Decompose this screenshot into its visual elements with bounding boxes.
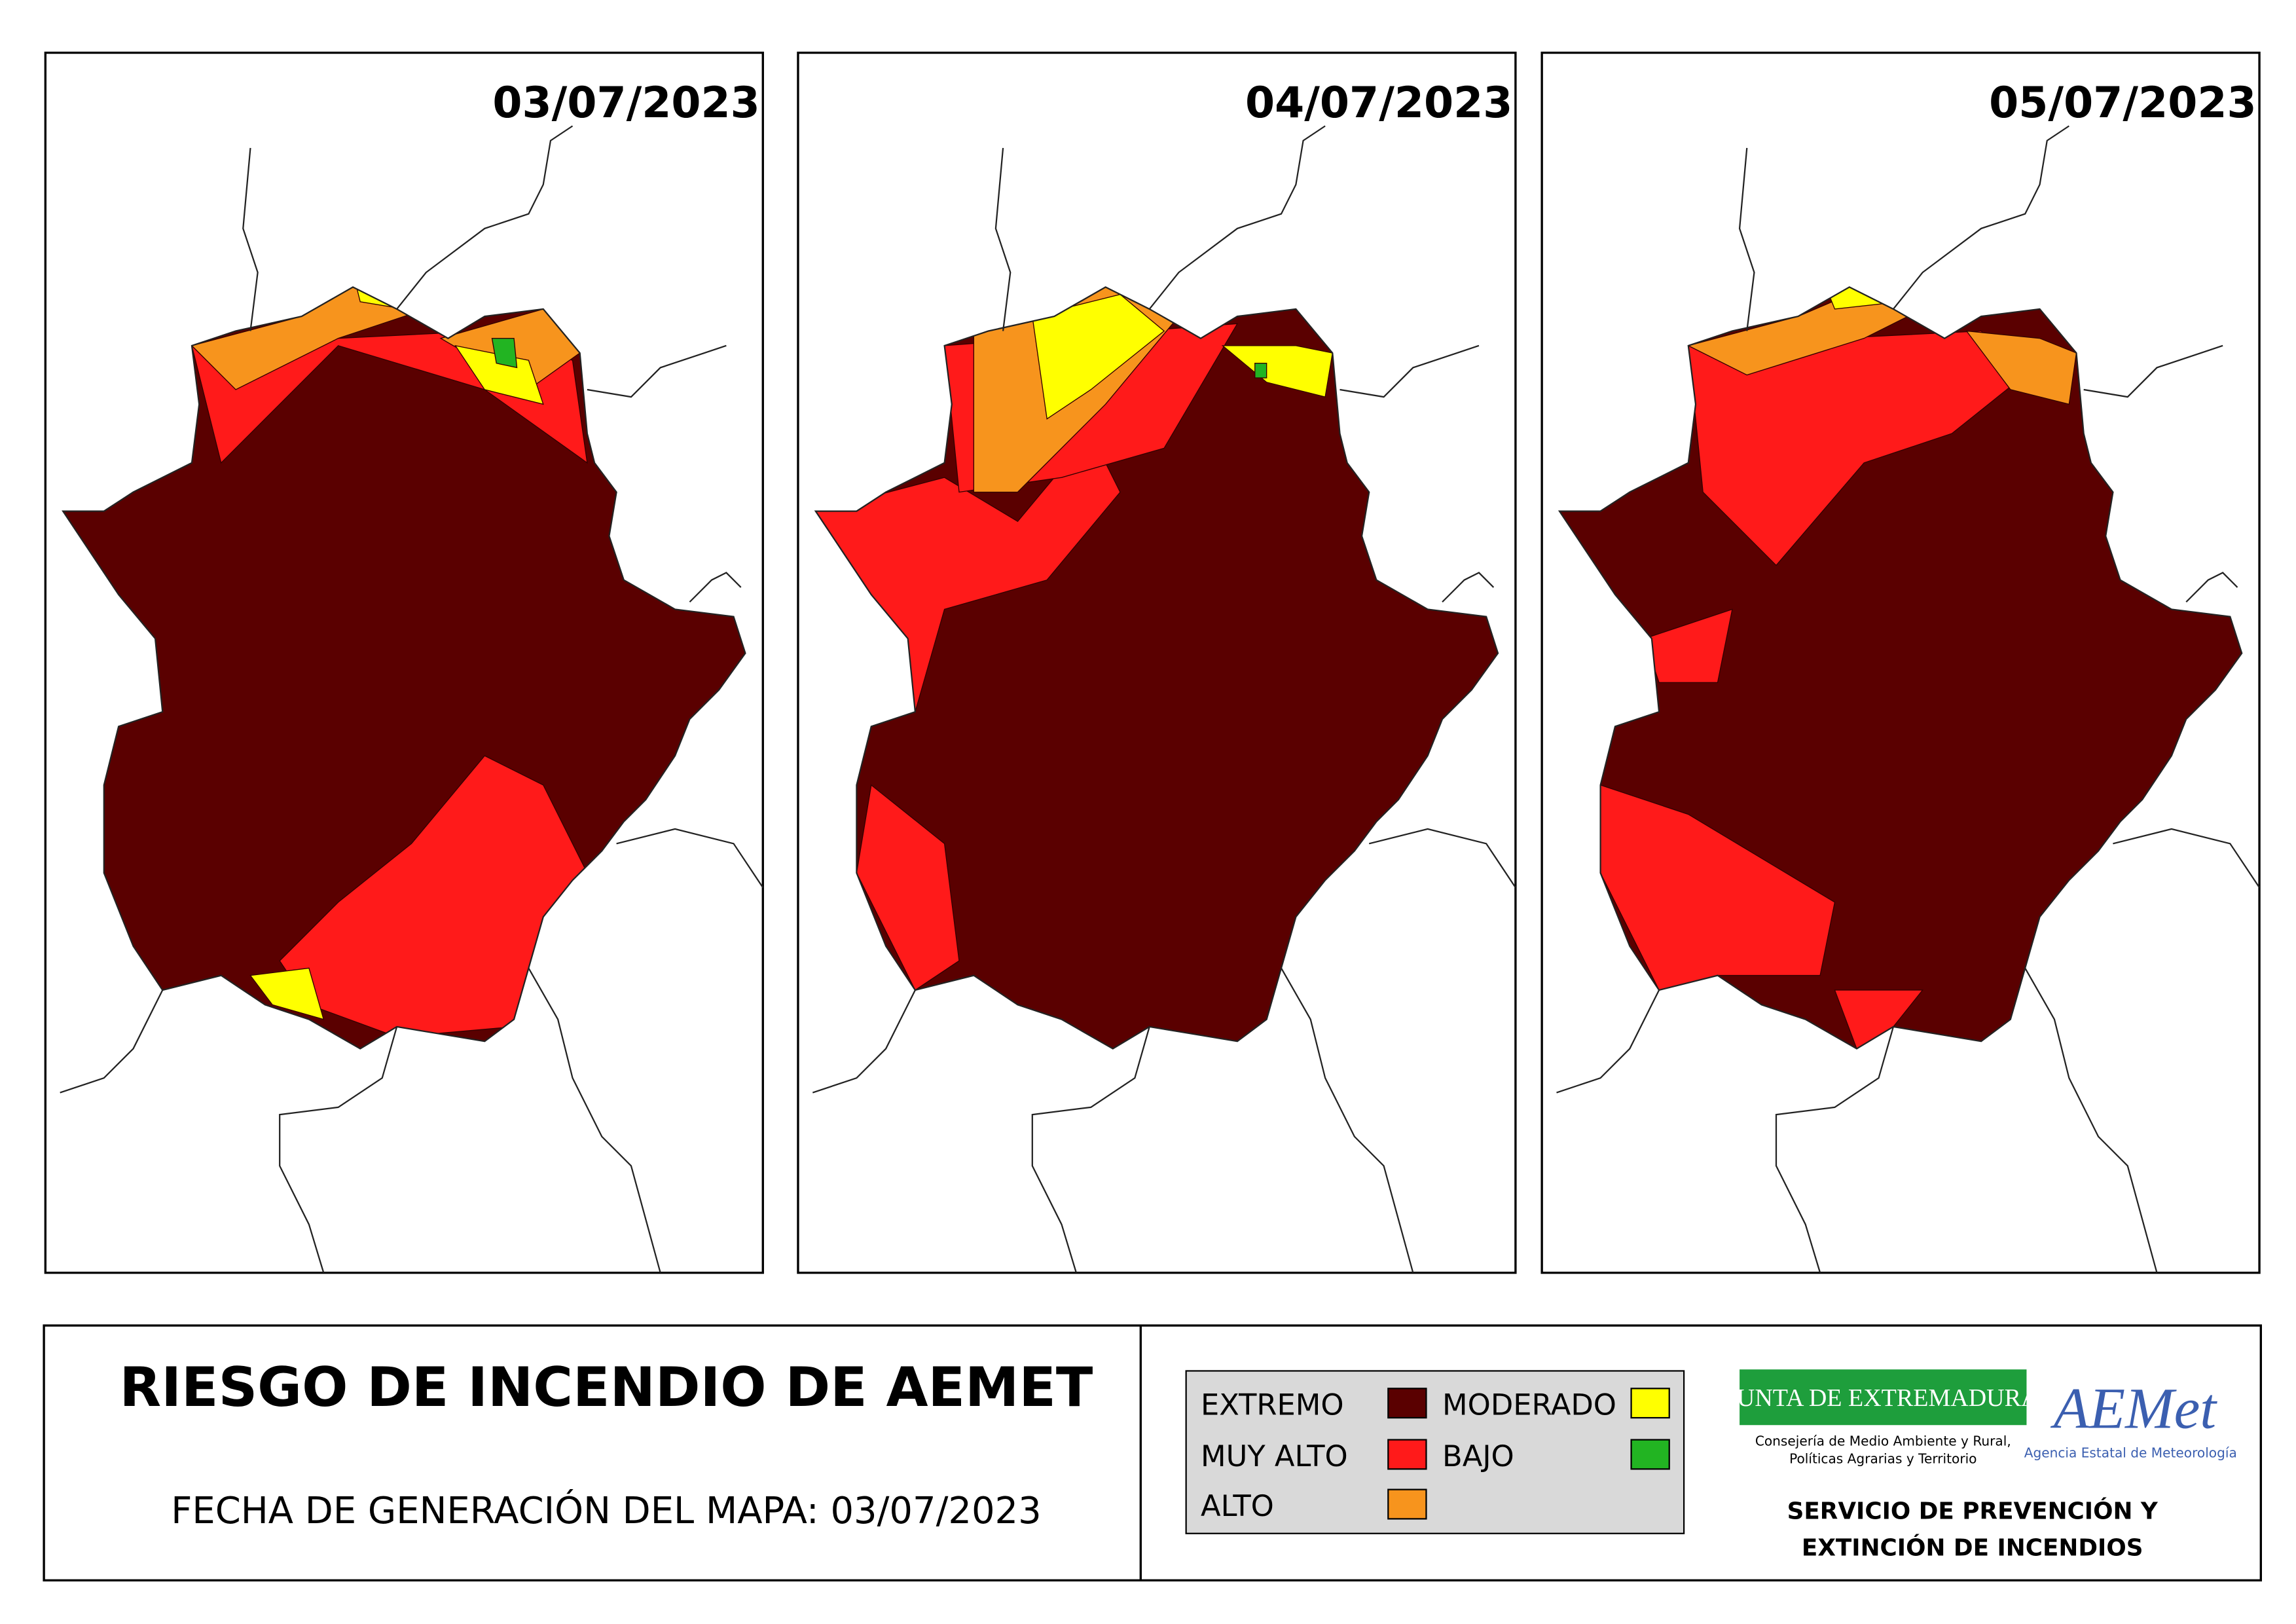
legend-label: MUY ALTO [1201, 1439, 1348, 1473]
junta-name: JUNTA DE EXTREMADURA [1727, 1384, 2039, 1412]
legend-swatch [1387, 1439, 1427, 1470]
aemet-subtitle: Agencia Estatal de Meteorología [2024, 1445, 2237, 1460]
generation-date: FECHA DE GENERACIÓN DEL MAPA: 03/07/2023 [171, 1490, 1041, 1532]
aemet-logo: AEMet [2050, 1376, 2218, 1441]
legend-label: MODERADO [1442, 1388, 1616, 1422]
legend-swatch [1630, 1388, 1670, 1419]
legend-swatch [1630, 1439, 1670, 1470]
legend-label: BAJO [1442, 1439, 1514, 1473]
legend-label: ALTO [1201, 1488, 1274, 1523]
map-panel: 03/07/2023 [44, 51, 764, 1274]
legend-box [1185, 1370, 1685, 1534]
footer-frame [43, 1324, 2262, 1582]
map-panels: 03/07/2023 04/07/2023 05/07/2023 [44, 51, 2261, 1274]
risk-area [1032, 293, 1165, 420]
risk-area [1599, 784, 1836, 991]
service-name: EXTINCIÓN DE INCENDIOS [1802, 1534, 2143, 1561]
junta-subtitle: Consejería de Medio Ambiente y Rural, [1755, 1433, 2011, 1449]
map-date: 03/07/2023 [492, 79, 759, 128]
service-name: SERVICIO DE PREVENCIÓN Y [1787, 1497, 2159, 1524]
risk-area [491, 338, 518, 369]
legend: EXTREMO MUY ALTO ALTO MODERADO BAJO [1201, 1388, 1670, 1523]
risk-patches [191, 287, 588, 1038]
risk-area [856, 784, 960, 991]
map-date: 04/07/2023 [1245, 79, 1512, 128]
risk-area [1965, 330, 2077, 405]
footer-title: RIESGO DE INCENDIO DE AEMET [120, 1356, 1093, 1419]
map-panel: 04/07/2023 [797, 51, 1517, 1274]
risk-area [1254, 363, 1267, 378]
map-date: 05/07/2023 [1989, 79, 2256, 128]
risk-patches [1599, 287, 2077, 1049]
legend-label: EXTREMO [1201, 1388, 1344, 1422]
map-panel: 05/07/2023 [1540, 51, 2261, 1274]
junta-subtitle: Políticas Agrarias y Territorio [1789, 1450, 1977, 1466]
junta-logo [1740, 1369, 2027, 1426]
risk-area [249, 967, 325, 1020]
legend-swatch [1387, 1388, 1427, 1419]
legend-swatch [1387, 1488, 1427, 1520]
